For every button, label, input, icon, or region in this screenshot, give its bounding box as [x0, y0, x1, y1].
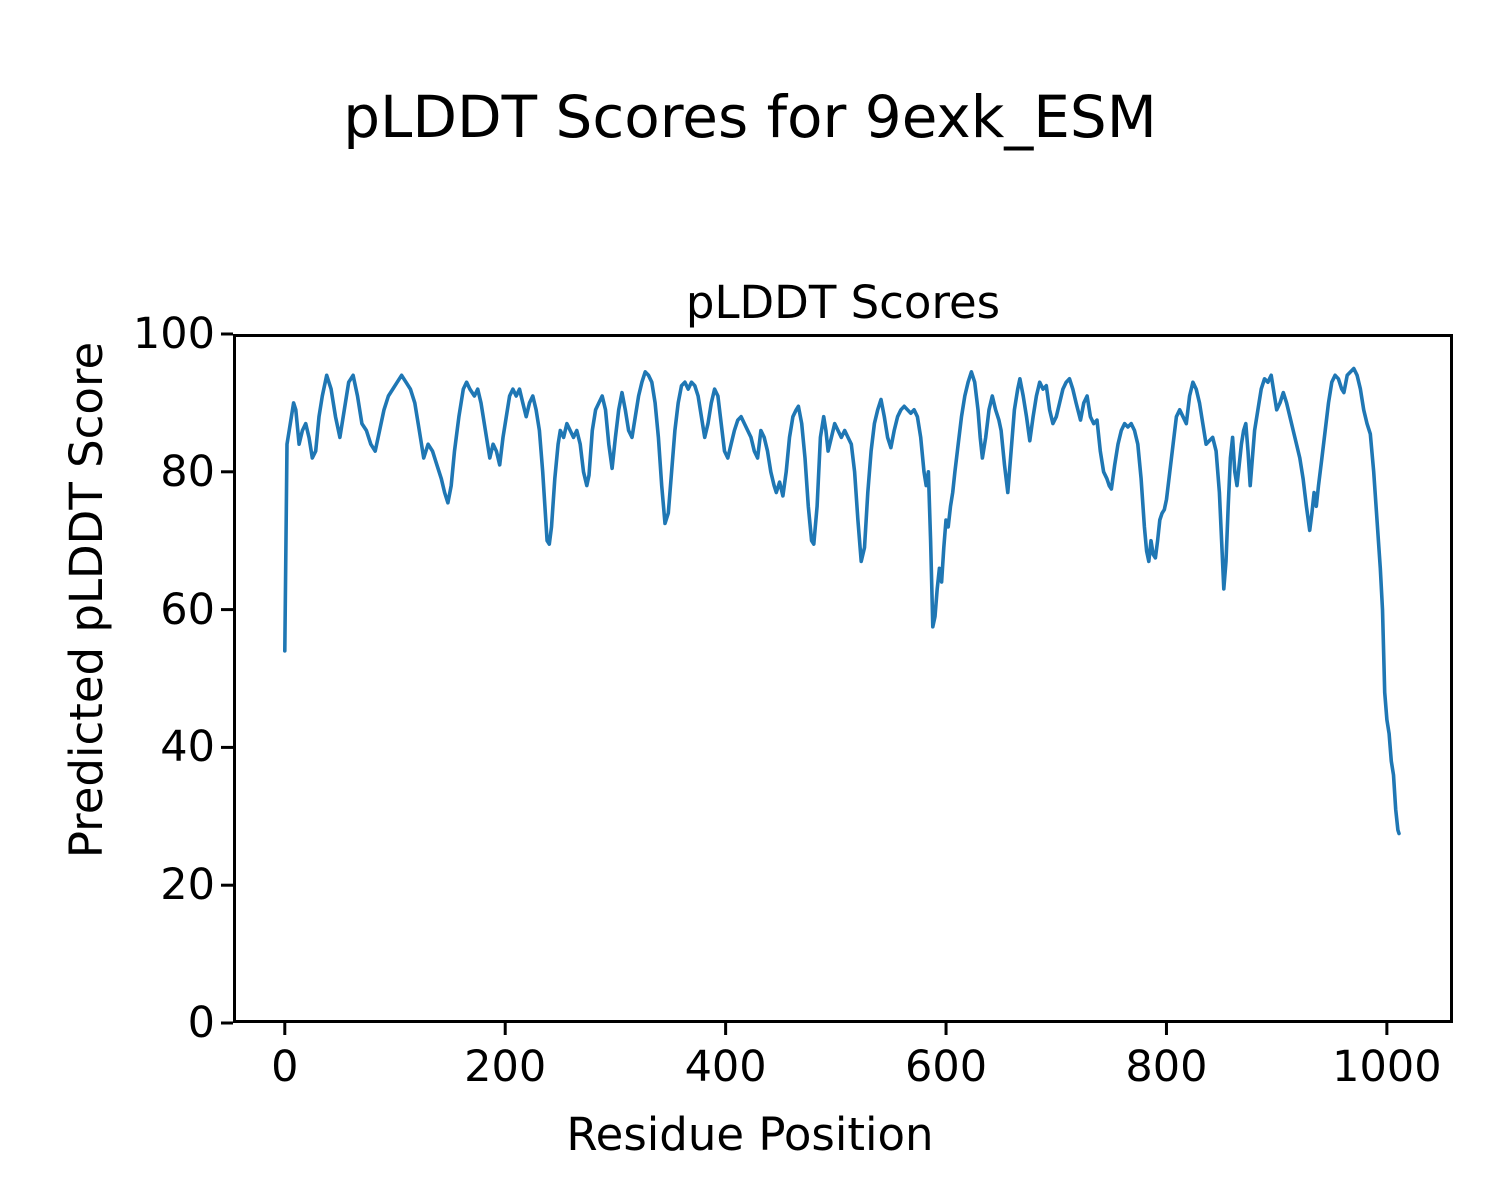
y-tick-label: 40 [160, 722, 215, 773]
x-axis-ticks [283, 1023, 1389, 1035]
y-axis-ticks [221, 332, 233, 1025]
y-tick-label: 100 [132, 309, 215, 359]
x-tick-label: 400 [684, 1042, 767, 1092]
axes-title: pLDDT Scores [685, 276, 1001, 329]
y-tick-label: 60 [160, 584, 215, 635]
plot-area [221, 332, 1453, 1035]
x-axis-label: Residue Position [566, 1108, 934, 1161]
pLDDT-line-chart [221, 332, 1453, 1035]
y-tick-label: 80 [160, 446, 215, 497]
axes-spines [233, 334, 1453, 1023]
pLDDT-score-line [282, 366, 1401, 836]
x-tick-label: 200 [464, 1042, 547, 1092]
x-tick-label: 800 [1125, 1042, 1208, 1092]
y-tick-label: 20 [160, 860, 215, 911]
y-tick-label: 0 [187, 998, 215, 1048]
x-tick-label: 600 [904, 1042, 988, 1092]
x-tick-label: 0 [271, 1042, 299, 1092]
figure-title: pLDDT Scores for 9exk_ESM [343, 83, 1157, 151]
x-tick-label: 1000 [1332, 1042, 1442, 1092]
